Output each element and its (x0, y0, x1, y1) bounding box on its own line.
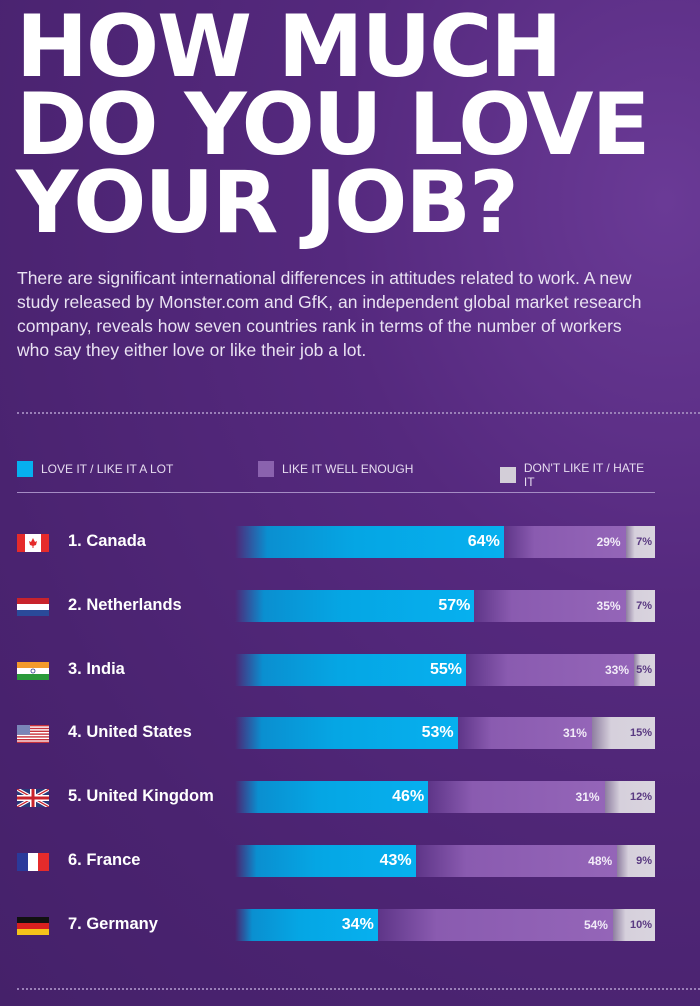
country-label: 4. United States (68, 723, 192, 742)
data-label: 15% (629, 727, 652, 740)
country-label: 7. Germany (68, 914, 158, 933)
stacked-bar: 64% 29% 7% (235, 526, 655, 558)
united-states-flag-icon (17, 725, 49, 744)
data-label: 9% (636, 855, 652, 867)
legend-label: LOVE IT / LIKE IT A LOT (41, 462, 174, 476)
bar-segment-like: 48% (415, 845, 618, 877)
legend-label: DON'T LIKE IT / HATE IT (523, 461, 645, 489)
bar-segment-dislike: 12% (604, 781, 655, 814)
chart-row: 3. India 55% 33% 5% (17, 653, 657, 686)
intro-text: There are significant international diff… (17, 266, 700, 362)
legend-swatch (500, 467, 516, 483)
data-label: 34% (341, 915, 374, 933)
data-label: 35% (596, 598, 621, 613)
bar-segment-love: 57% (235, 589, 475, 622)
bar-segment-like: 54% (377, 908, 613, 941)
bar-segment-like: 33% (466, 653, 634, 686)
country-label: 5. United Kingdom (68, 787, 214, 806)
netherlands-flag-icon (17, 597, 49, 616)
dotted-divider (17, 988, 700, 990)
bar-segment-dislike: 10% (613, 908, 655, 941)
stacked-bar: 55% 33% 5% (235, 653, 655, 686)
bar-segment-love: 55% (235, 653, 466, 686)
chart-row: 2. Netherlands 57% 35% 7% (17, 589, 657, 622)
intro-line: who say they either love or like their j… (17, 340, 367, 360)
bar-segment-dislike: 7% (625, 526, 655, 558)
data-label: 7% (636, 599, 652, 612)
bar-segment-like: 35% (474, 589, 626, 622)
country-label: 1. Canada (68, 532, 146, 550)
data-label: 54% (583, 917, 608, 932)
stacked-bar: 53% 31% 15% (235, 717, 655, 750)
intro-line: There are significant international diff… (17, 268, 632, 288)
data-label: 55% (429, 660, 462, 678)
page-title: HOW MUCH DO YOU LOVE YOUR JOB? (16, 0, 650, 253)
data-label: 46% (392, 788, 425, 806)
bar-segment-love: 64% (235, 526, 504, 558)
data-label: 7% (636, 536, 652, 548)
legend-item-dislike: DON'T LIKE IT / HATE IT (500, 461, 657, 489)
bar-segment-like: 29% (503, 526, 626, 558)
chart-row: 6. France 43% 48% 9% (17, 845, 657, 877)
data-label: 43% (379, 852, 412, 869)
bar-segment-love: 43% (235, 845, 416, 877)
legend: LOVE IT / LIKE IT A LOT LIKE IT WELL ENO… (17, 461, 657, 489)
stacked-bar: 43% 48% 9% (235, 845, 655, 877)
bar-segment-dislike: 7% (625, 589, 655, 622)
legend-swatch (258, 461, 274, 477)
title-line: DO YOU LOVE (16, 75, 650, 175)
stacked-bar: 57% 35% 7% (235, 589, 655, 622)
bar-segment-love: 34% (235, 908, 378, 941)
data-label: 5% (636, 663, 652, 676)
chart-row: 7. Germany 34% 54% 10% (17, 908, 657, 941)
data-label: 33% (604, 662, 629, 677)
legend-item-love: LOVE IT / LIKE IT A LOT (17, 461, 173, 477)
data-label: 29% (596, 535, 621, 549)
dotted-divider (17, 412, 700, 414)
india-flag-icon (17, 661, 49, 680)
intro-line: study released by Monster.com and GfK, a… (17, 292, 642, 312)
intro-line: company, reveals how seven countries ran… (17, 316, 622, 336)
chart-row: 4. United States 53% 31% 15% (17, 717, 657, 750)
data-label: 57% (438, 596, 471, 614)
legend-divider (17, 492, 655, 493)
data-label: 12% (629, 791, 652, 804)
data-label: 10% (629, 918, 652, 931)
united-kingdom-flag-icon (16, 787, 50, 809)
bar-segment-like: 31% (457, 717, 592, 750)
chart-row: 5. United Kingdom 46% 31% 12% (16, 781, 657, 814)
country-label: 2. Netherlands (68, 595, 182, 614)
bar-segment-dislike: 15% (592, 717, 655, 750)
stacked-bar: 46% 31% 12% (235, 781, 655, 814)
bar-segment-love: 46% (235, 781, 429, 814)
bar-segment-dislike: 9% (617, 845, 655, 877)
legend-item-like: LIKE IT WELL ENOUGH (258, 461, 413, 477)
country-label: 3. India (68, 659, 125, 678)
bar-segment-dislike: 5% (634, 653, 655, 686)
data-label: 31% (562, 726, 587, 741)
bar-segment-like: 31% (428, 781, 605, 814)
stacked-bar: 34% 54% 10% (235, 908, 655, 941)
legend-swatch (17, 461, 33, 477)
chart-row: 1. Canada 64% 29% 7% (17, 526, 657, 558)
canada-flag-icon (17, 534, 49, 552)
bar-segment-love: 53% (235, 717, 458, 750)
data-label: 64% (467, 533, 500, 550)
germany-flag-icon (17, 916, 49, 935)
france-flag-icon (17, 853, 49, 871)
country-label: 6. France (68, 851, 141, 869)
data-label: 31% (575, 790, 600, 805)
title-line: HOW MUCH (16, 0, 562, 97)
data-label: 53% (421, 724, 454, 742)
legend-label: LIKE IT WELL ENOUGH (282, 462, 414, 476)
title-line: YOUR JOB? (16, 153, 519, 253)
data-label: 48% (588, 854, 613, 868)
